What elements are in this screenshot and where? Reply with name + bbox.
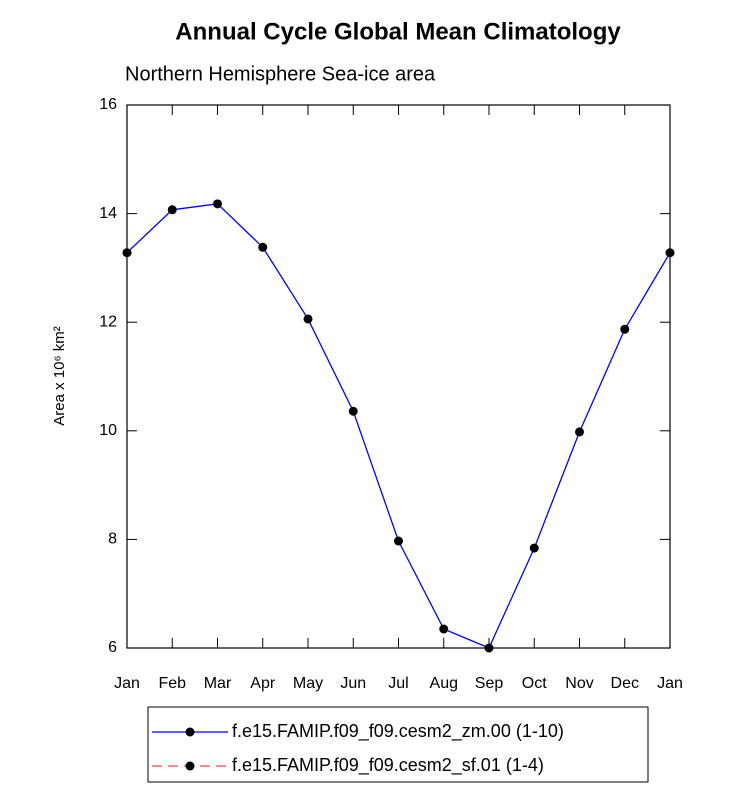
y-tick-label: 8: [108, 531, 117, 548]
point: [167, 205, 177, 215]
x-tick-label: Oct: [522, 675, 547, 692]
point: [665, 248, 675, 258]
y-tick-label: 6: [108, 639, 117, 656]
series-line: [126, 203, 671, 649]
x-tick-label: Dec: [611, 675, 639, 692]
legend-marker: [185, 727, 195, 737]
y-tick-label: 10: [99, 422, 117, 439]
legend-label: f.e15.FAMIP.f09_f09.cesm2_zm.00 (1-10): [232, 721, 564, 742]
plot-frame: [126, 104, 671, 649]
point: [439, 624, 449, 634]
y-tick-label: 12: [99, 313, 117, 330]
x-tick-label: Sep: [475, 675, 504, 692]
y-tick-label: 16: [99, 96, 117, 113]
x-tick-label: Jan: [657, 675, 683, 692]
point: [394, 536, 403, 546]
point: [122, 248, 132, 258]
x-tick-label: Aug: [430, 675, 458, 692]
legend-marker: [185, 761, 195, 771]
x-tick-label: Jul: [388, 675, 408, 692]
point: [529, 543, 539, 553]
point: [575, 427, 584, 437]
x-tick-label: Jun: [340, 675, 366, 692]
legend-box: [147, 706, 649, 783]
point: [303, 314, 313, 324]
point: [348, 406, 358, 416]
x-tick-label: Feb: [158, 675, 186, 692]
y-axis-label: Area x 10⁶ km²: [51, 326, 68, 426]
x-tick-label: Nov: [565, 675, 593, 692]
point: [213, 199, 222, 209]
x-tick-label: Apr: [250, 675, 276, 692]
y-tick-label: 14: [99, 205, 117, 222]
chart-subtitle: Northern Hemisphere Sea-ice area: [125, 63, 436, 85]
legend-label: f.e15.FAMIP.f09_f09.cesm2_sf.01 (1-4): [232, 755, 544, 776]
point: [258, 242, 268, 252]
x-tick-label: Mar: [204, 675, 232, 692]
point: [484, 643, 494, 653]
point: [620, 324, 630, 334]
chart-title: Annual Cycle Global Mean Climatology: [175, 18, 621, 45]
x-tick-label: May: [293, 675, 323, 692]
x-tick-label: Jan: [114, 675, 140, 692]
